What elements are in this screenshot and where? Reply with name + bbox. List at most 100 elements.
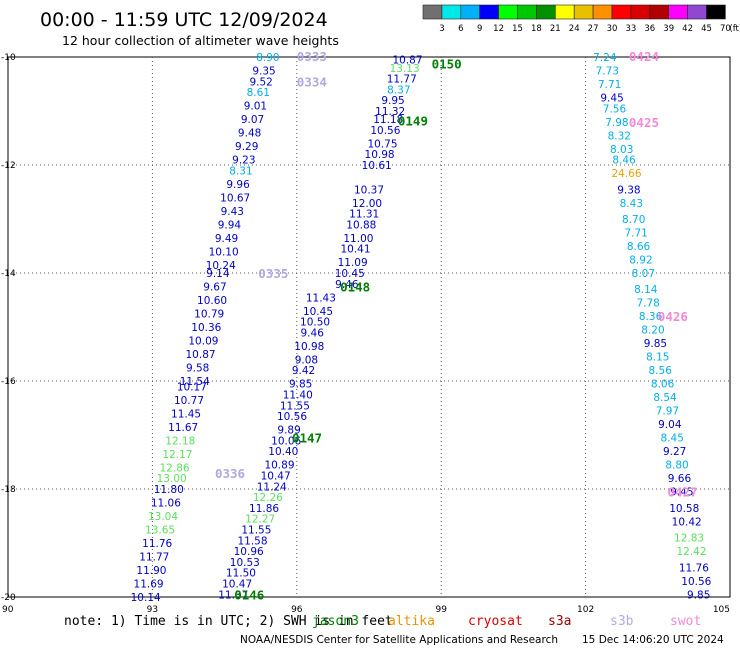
wave-height-value: 8.61 <box>247 87 270 99</box>
wave-height-value: 9.66 <box>668 473 692 485</box>
colorbar-tick-label: 6 <box>458 24 463 34</box>
wave-height-value: 11.31 <box>349 209 379 221</box>
wave-height-value: 12.86 <box>160 462 190 474</box>
wave-height-value: 9.08 <box>295 354 318 366</box>
wave-height-value: 10.37 <box>354 184 384 196</box>
wave-height-value: 13.04 <box>148 511 178 523</box>
track-label: 0424 <box>629 49 659 64</box>
wave-height-value: 9.38 <box>617 184 640 196</box>
wave-height-value: 9.07 <box>241 114 264 126</box>
wave-height-value: 11.55 <box>241 525 271 537</box>
wave-height-value: 12.00 <box>352 198 382 210</box>
wave-height-value: 10.45 <box>335 268 365 280</box>
y-tick-label: -14 <box>1 269 16 279</box>
track-label: 0149 <box>398 114 428 129</box>
wave-height-value: 11.06 <box>151 498 181 510</box>
wave-height-value: 10.60 <box>197 295 227 307</box>
wave-height-value: 11.77 <box>387 74 417 86</box>
colorbar-tick-label: 27 <box>588 24 599 34</box>
grid-lines <box>8 57 730 597</box>
wave-height-value: 10.88 <box>346 219 376 231</box>
wave-height-value: 13.65 <box>145 525 175 537</box>
wave-height-value: 12.18 <box>165 435 195 447</box>
wave-height-value: 7.71 <box>624 228 647 240</box>
colorbar-swatch <box>592 4 613 20</box>
x-tick-label: 90 <box>2 605 14 615</box>
wave-height-value: 10.56 <box>681 576 711 588</box>
track-label: 0146 <box>234 587 264 602</box>
wave-height-value: 10.75 <box>367 138 397 150</box>
wave-height-value: 11.40 <box>283 390 313 402</box>
wave-height-value: 9.89 <box>277 425 300 437</box>
wave-height-value: 8.54 <box>653 392 677 404</box>
wave-height-value: 12.27 <box>245 514 275 526</box>
wave-height-value: 10.87 <box>392 55 422 67</box>
wave-height-value: 12.17 <box>162 449 192 461</box>
colorbar-swatch <box>706 4 726 20</box>
wave-height-value: 10.06 <box>271 435 301 447</box>
wave-height-value: 10.77 <box>174 395 204 407</box>
wave-height-value: 8.15 <box>646 352 669 364</box>
wave-height-value: 7.97 <box>656 406 679 418</box>
wave-height-value: 10.14 <box>131 592 161 604</box>
track-label: 0427 <box>667 485 697 500</box>
wave-height-value: 9.52 <box>249 76 272 88</box>
wave-height-value: 12.83 <box>674 533 704 545</box>
y-tick-label: -12 <box>1 161 16 171</box>
wave-height-value: 13.13 <box>390 63 420 75</box>
satellite-legend-cryosat: cryosat <box>468 614 523 629</box>
wave-height-value: 8.92 <box>629 255 652 267</box>
colorbar-swatch <box>649 4 669 20</box>
colorbar-tick-label: 9 <box>477 24 482 34</box>
wave-height-value: 10.42 <box>672 516 702 528</box>
wave-height-value: 9.46 <box>335 279 359 291</box>
wave-height-value: 11.90 <box>136 565 166 577</box>
colorbar-swatch <box>517 4 537 20</box>
wave-height-value: 8.36 <box>639 311 663 323</box>
track-label: 0147 <box>292 431 322 446</box>
wave-height-value: 8.45 <box>661 433 684 445</box>
colorbar-swatch <box>498 4 518 20</box>
wave-height-value: 10.58 <box>669 503 699 515</box>
wave-height-value: 11.55 <box>280 400 310 412</box>
wave-height-value: 9.29 <box>235 141 258 153</box>
wave-height-value: 10.96 <box>234 546 264 558</box>
chart-title: 00:00 - 11:59 UTC 12/09/2024 <box>40 9 328 31</box>
wave-height-value: 11.58 <box>237 535 267 547</box>
x-tick-label: 105 <box>713 605 730 615</box>
footer-credit: NOAA/NESDIS Center for Satellite Applica… <box>240 634 558 646</box>
wave-height-value: 11.00 <box>343 233 373 245</box>
plot-frame <box>7 56 731 598</box>
wave-height-value: 10.47 <box>261 471 291 483</box>
wave-height-value: 9.48 <box>238 128 261 140</box>
wave-height-value: 10.98 <box>365 149 395 161</box>
colorbar-tick-label: 12 <box>493 24 504 34</box>
y-tick-label: -16 <box>1 377 16 387</box>
colorbar-swatch <box>687 4 707 20</box>
wave-height-value: 11.45 <box>171 408 201 420</box>
track-label: 0334 <box>297 74 327 89</box>
wave-height-value: 8.07 <box>632 268 655 280</box>
colorbar-tick-label: 30 <box>607 24 618 34</box>
satellite-legend-swot: swot <box>670 614 701 629</box>
colorbar-swatch <box>630 4 651 20</box>
colorbar-tick-label: 24 <box>569 24 580 34</box>
colorbar-tick-label: 18 <box>531 24 542 34</box>
track-label: 0336 <box>215 466 245 481</box>
colorbar-swatch <box>668 4 688 20</box>
wave-height-value: 9.85 <box>289 379 312 391</box>
wave-height-value: 11.76 <box>679 562 709 574</box>
wave-height-value: 10.41 <box>340 244 370 256</box>
track-labels: 0150 0149 0148 0147 0146 0333 0334 0335 0336 0424… <box>215 49 698 602</box>
wave-height-value: 9.45 <box>670 487 693 499</box>
wave-height-value: 11.18 <box>373 114 403 126</box>
wave-height-value: 12.26 <box>253 492 283 504</box>
satellite-legend-s3b: s3b <box>610 614 634 629</box>
wave-height-value: 9.94 <box>218 219 242 231</box>
wave-height-value: 10.56 <box>277 411 307 423</box>
footer-timestamp: 15 Dec 14:06:20 UTC 2024 <box>582 634 724 646</box>
colorbar-swatch <box>460 4 480 20</box>
wave-height-value: 9.27 <box>663 446 686 458</box>
